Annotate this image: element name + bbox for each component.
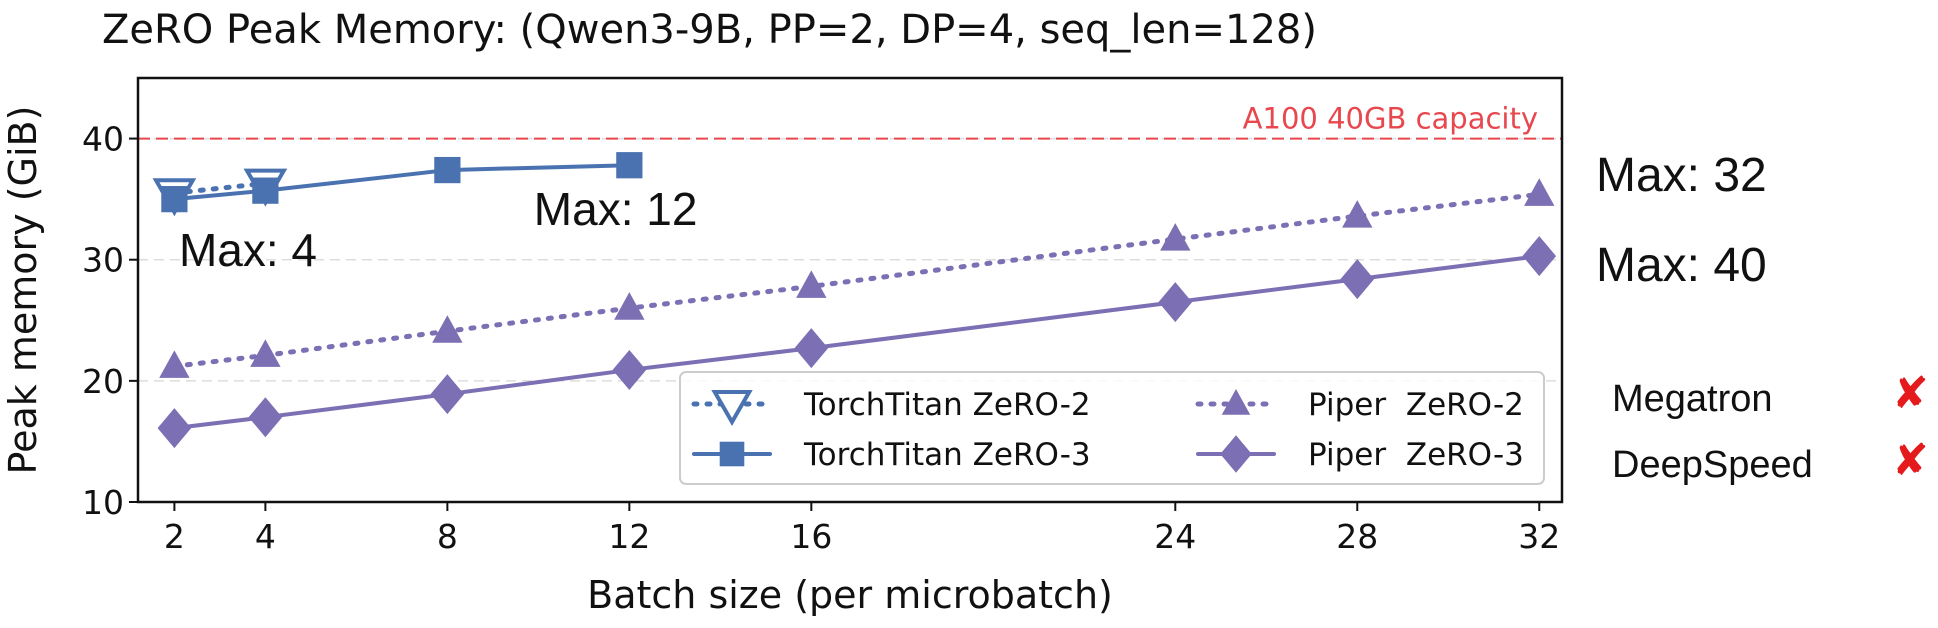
data-point bbox=[1160, 223, 1191, 251]
series-line bbox=[171, 191, 1542, 369]
data-point bbox=[252, 177, 279, 204]
legend-marker bbox=[1221, 389, 1251, 415]
capacity-label: A100 40GB capacity bbox=[1243, 102, 1538, 136]
data-point bbox=[430, 374, 465, 415]
x-tick-label: 16 bbox=[790, 517, 832, 556]
capacity-line-group: A100 40GB capacity bbox=[138, 102, 1562, 140]
legend-marker bbox=[711, 390, 753, 427]
data-point bbox=[1522, 236, 1557, 277]
legend-marker bbox=[719, 441, 745, 467]
data-point bbox=[796, 270, 827, 298]
chart-title: ZeRO Peak Memory: (Qwen3-9B, PP=2, DP=4,… bbox=[102, 7, 1317, 53]
x-tick-label: 4 bbox=[255, 517, 276, 556]
x-tick-label: 8 bbox=[437, 517, 458, 556]
legend-label: TorchTitan ZeRO-2 bbox=[803, 387, 1091, 423]
data-point bbox=[157, 408, 192, 449]
series-torchtitan-zero-3 bbox=[161, 152, 643, 213]
y-tick-label: 30 bbox=[82, 241, 124, 280]
data-point bbox=[159, 350, 190, 378]
data-point bbox=[616, 152, 643, 179]
legend-label: TorchTitan ZeRO-3 bbox=[803, 437, 1091, 473]
data-point bbox=[1340, 259, 1375, 300]
x-axis-ticks: 2 4 8 12 16 24 28 32 bbox=[164, 502, 1560, 556]
max-label-piper-zero2: Max: 32 bbox=[1596, 149, 1767, 202]
data-point bbox=[434, 156, 461, 184]
data-point bbox=[250, 339, 281, 367]
x-tick-label: 32 bbox=[1518, 517, 1560, 556]
data-point bbox=[612, 349, 647, 390]
x-tick-label: 24 bbox=[1154, 517, 1196, 556]
y-tick-label: 10 bbox=[82, 483, 124, 522]
unsupported-icon: ✘ bbox=[1892, 435, 1929, 486]
data-point bbox=[1158, 282, 1193, 323]
series-line bbox=[172, 254, 1542, 431]
legend-marker bbox=[1220, 435, 1252, 473]
x-tick-label: 28 bbox=[1336, 517, 1378, 556]
legend-box bbox=[679, 371, 1545, 485]
y-axis-ticks: 10 20 30 40 bbox=[82, 120, 138, 522]
x-tick-label: 12 bbox=[608, 517, 650, 556]
data-point bbox=[432, 315, 463, 343]
data-point bbox=[161, 186, 188, 213]
series-piper-zero-3 bbox=[157, 236, 1557, 449]
data-point bbox=[1524, 178, 1555, 206]
y-axis-label: Peak memory (GiB) bbox=[1, 106, 45, 475]
x-tick-label: 2 bbox=[164, 517, 185, 556]
legend-label: Piper ZeRO-3 bbox=[1308, 437, 1524, 473]
y-tick-label: 20 bbox=[82, 362, 124, 401]
data-point bbox=[1342, 200, 1373, 228]
series-line bbox=[172, 163, 632, 202]
data-point bbox=[248, 397, 283, 438]
framework-label-megatron: Megatron bbox=[1612, 378, 1773, 420]
data-point bbox=[614, 292, 645, 320]
annotation-label: Max: 4 bbox=[179, 224, 317, 276]
series-piper-zero-2 bbox=[159, 178, 1555, 378]
y-tick-label: 40 bbox=[82, 120, 124, 159]
legend-label: Piper ZeRO-2 bbox=[1308, 387, 1524, 423]
annotation-group: Max: 4 Max: 12 bbox=[179, 183, 698, 276]
framework-label-deepspeed: DeepSpeed bbox=[1612, 444, 1813, 486]
x-axis-label: Batch size (per microbatch) bbox=[587, 573, 1113, 617]
annotation-label: Max: 12 bbox=[534, 183, 698, 235]
legend: TorchTitan ZeRO-2 TorchTitan ZeRO-3 Piper … bbox=[679, 371, 1545, 485]
max-label-piper-zero3: Max: 40 bbox=[1596, 239, 1767, 292]
data-point bbox=[794, 328, 829, 369]
unsupported-icon: ✘ bbox=[1892, 368, 1929, 419]
series-line bbox=[171, 180, 268, 196]
plot-frame bbox=[136, 76, 1564, 504]
series-group bbox=[152, 152, 1557, 449]
